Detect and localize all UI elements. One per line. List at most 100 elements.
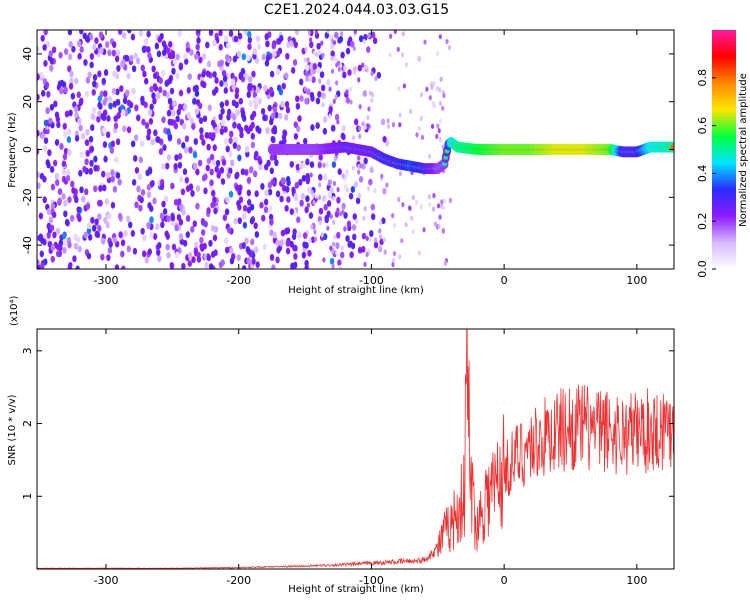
spectrogram-cell [357,77,361,83]
spectrogram-cell [327,191,332,199]
spectrogram-cell [357,169,361,175]
spectrogram-cell [79,186,84,194]
spectrogram-cell [45,40,51,48]
spectrogram-cell [272,127,278,135]
spectrogram-cell [281,133,287,141]
spectrogram-cell [131,87,136,95]
spectrogram-cell [323,203,328,211]
spectrogram-cell [385,182,389,188]
spectrogram-cell [334,57,338,63]
spectrogram-cell [222,214,228,222]
spectrogram-cell [409,108,413,114]
spectrogram-cell [228,30,234,37]
spectrogram-cell [367,106,371,112]
spectrogram-cell [248,166,254,174]
spectrogram-cell [310,189,314,195]
spectrogram-cell [368,178,373,186]
spectrogram-cell [56,250,61,258]
spectrogram-cell [231,99,237,107]
spectrogram-cell [389,33,393,39]
spectrogram-cell [324,31,330,39]
spectrogram-cell [351,165,355,171]
spectrogram-cell [359,163,363,169]
spectrogram-cell [260,108,266,115]
spectrogram-cell [223,80,229,88]
snr-y-label: SNR (10 * v/v) [7,394,18,465]
spectrogram-cell [157,255,162,263]
spectrogram-cell [63,199,68,207]
spectrogram-cell [265,40,270,48]
spectrogram-cell [101,237,106,245]
spectrogram-cell [103,155,108,163]
spectrogram-cell [37,93,40,101]
spectrogram-cell [345,47,351,55]
spectrogram-cell [114,264,120,269]
spectrogram-cell [229,246,234,254]
spectrogram-cell [320,40,324,46]
spectrogram-cell [322,233,328,241]
spectrogram-cell [357,193,361,199]
spectrogram-cell [386,118,390,124]
spectrogram-cell [253,102,259,110]
spectrogram-cell [78,124,83,132]
spectrogram-cell [342,71,347,79]
spectrogram-cell [54,172,59,180]
spectrogram-cell [296,216,301,224]
spectrogram-cell [289,40,294,48]
spectrogram-cell [354,118,359,126]
spectrogram-cell [102,141,108,148]
spectrogram-cell [169,261,174,269]
spectrogram-cell [201,53,207,60]
spectrogram-cell [329,257,335,265]
spectrogram-cell [358,125,362,131]
y-tick-label: -40 [21,236,34,254]
spectrogram-cell [368,236,372,243]
spectrogram-cell [239,131,244,139]
spectrogram-cell [158,77,163,85]
spectrogram-cell [225,145,230,153]
spectrogram-cell [156,249,161,256]
spectrogram-cell [39,250,44,258]
spectrogram-cell [166,154,172,161]
spectrogram-cell [310,224,314,230]
spectrogram-cell [309,41,314,49]
spectrogram-cell [279,34,284,42]
spectrogram-cell [352,233,357,241]
spectrogram-cell [117,30,123,36]
spectrogram-cell [111,87,117,95]
spectrogram-cell [247,43,252,51]
spectrogram-cell [80,132,86,140]
spectrogram-cell [177,161,183,169]
spectrogram-cell [280,229,286,237]
spectrogram-cell [279,195,284,203]
spectrogram-cell [178,203,184,211]
spectrogram-cell [330,55,334,62]
spectrogram-cell [378,219,383,226]
spectrogram-cell [299,199,304,207]
spectrogram-cell [242,212,247,220]
spectrogram-cell [310,94,315,102]
spectrogram-cell [373,188,377,194]
colorbar-ticks: 0.0 0.2 0.4 0.6 0.8 [696,69,716,278]
spectrogram-cell [223,126,228,133]
spectrogram-cell [99,90,105,98]
spectrogram-cell [195,185,201,192]
spectrogram-cell [419,92,424,98]
spectrogram-cell [305,76,309,82]
spectrogram-cell [150,179,155,187]
spectrogram-cell [330,68,335,74]
spectrogram-cell [211,189,216,197]
spectrogram-cell [194,53,199,60]
spectrogram-cell [280,177,286,184]
spectrogram-cell [185,185,191,193]
spectrogram-cell [182,168,188,176]
spectrogram-cell [73,233,78,241]
spectrogram-cell [166,251,171,259]
spectrogram-cell [423,39,427,45]
spectrogram-cell [93,164,98,172]
spectrogram-cell [133,52,138,60]
spectrogram-cell [102,98,107,106]
spectrogram-cell [212,71,217,78]
spectrogram-cell [410,215,414,221]
spectrogram-cell [301,251,307,259]
